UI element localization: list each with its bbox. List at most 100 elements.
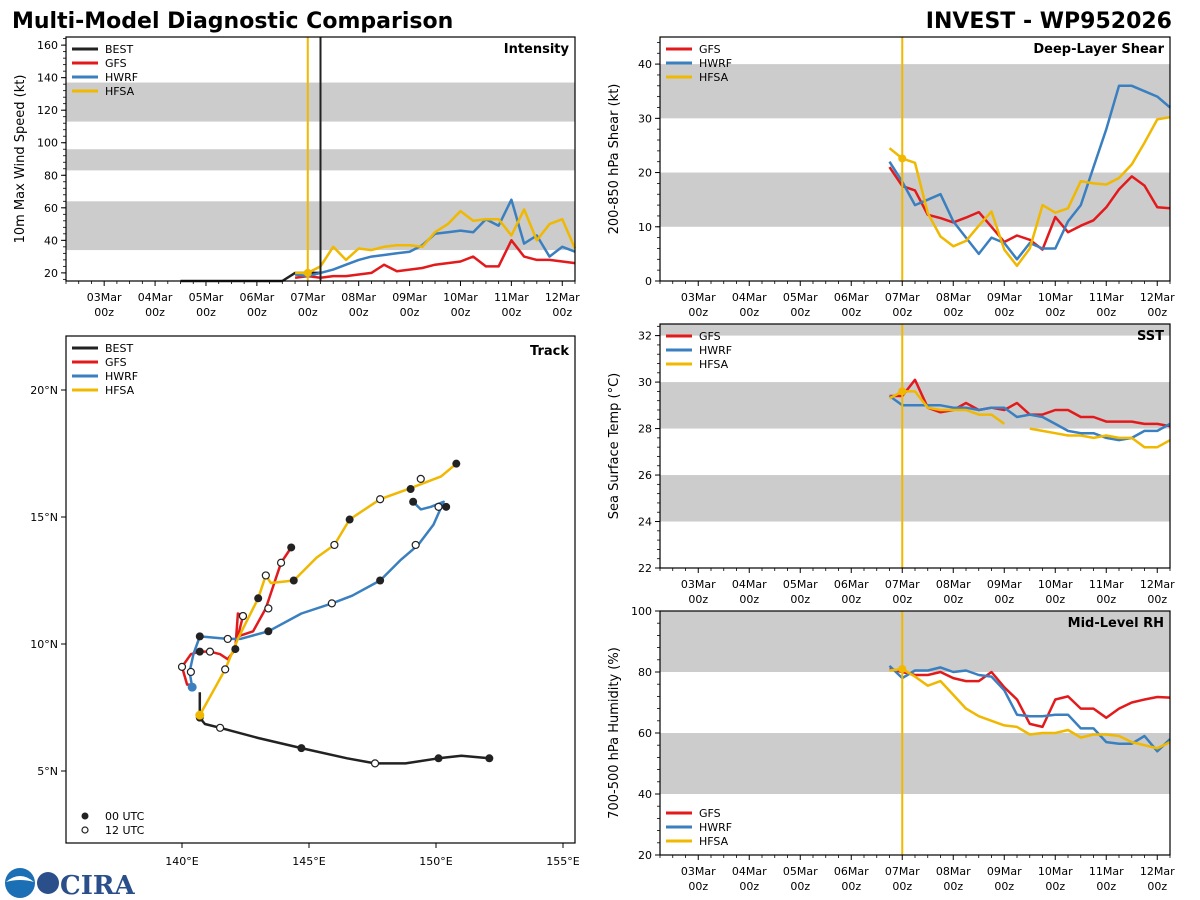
y-tick-label: 0	[645, 275, 652, 288]
y-tick-label: 20	[638, 167, 652, 180]
x-tick-label: 00z	[739, 306, 759, 319]
track-marker-00utc	[231, 645, 240, 654]
x-tick-label: 00z	[1147, 306, 1167, 319]
lon-tick-label: 140°E	[165, 855, 198, 868]
x-tick-label: 11Mar	[1089, 578, 1124, 591]
series-line-hwrf	[888, 394, 1171, 442]
track-marker-12utc	[261, 571, 270, 580]
x-tick-label: 03Mar	[681, 578, 716, 591]
track-line-hfsa	[198, 462, 458, 716]
x-tick-label: 00z	[552, 306, 572, 319]
globe-icon	[37, 872, 59, 894]
y-axis-label: 700-500 hPa Humidity (%)	[607, 647, 622, 819]
legend-label-gfs: GFS	[105, 356, 127, 369]
x-tick-label: 05Mar	[783, 291, 818, 304]
series-line-hwrf	[888, 664, 1171, 753]
x-tick-label: 11Mar	[1089, 865, 1124, 878]
legend-label-hwrf: HWRF	[105, 71, 138, 84]
x-tick-label: 06Mar	[239, 291, 274, 304]
track-marker-00utc	[485, 754, 494, 763]
legend-label-hwrf: HWRF	[699, 344, 732, 357]
x-tick-label: 10Mar	[443, 291, 478, 304]
y-tick-label: 80	[638, 666, 652, 679]
x-tick-label: 00z	[400, 306, 420, 319]
axes-frame	[659, 36, 1171, 282]
track-marker-12utc	[223, 634, 232, 644]
track-marker-00utc	[287, 543, 296, 552]
x-tick-label: 08Mar	[936, 865, 971, 878]
track-marker-00utc	[264, 627, 273, 636]
x-tick-label: 00z	[841, 593, 861, 606]
x-tick-label: 00z	[451, 306, 471, 319]
y-tick-label: 140	[37, 72, 58, 85]
track-marker-12utc	[205, 647, 215, 656]
y-tick-label: 40	[638, 788, 652, 801]
init-marker	[898, 154, 907, 163]
x-tick-label: 11Mar	[494, 291, 529, 304]
x-tick-label: 05Mar	[189, 291, 224, 304]
y-tick-label: 60	[44, 202, 58, 215]
track-marker-12utc	[186, 667, 195, 677]
panel-title: Mid-Level RH	[1068, 616, 1164, 631]
x-tick-label: 04Mar	[732, 578, 767, 591]
track-marker-00utc	[297, 744, 306, 753]
lat-tick-label: 5°N	[37, 765, 58, 778]
legend-label-hwrf: HWRF	[699, 57, 732, 70]
x-tick-label: 00z	[94, 306, 114, 319]
legend-label-utc: 12 UTC	[105, 824, 145, 837]
legend-label-hfsa: HFSA	[699, 71, 729, 84]
panel-title: Track	[530, 344, 569, 359]
series-line-hfsa	[888, 390, 1006, 425]
x-tick-label: 10Mar	[1038, 578, 1073, 591]
track-marker-00utc	[254, 594, 263, 603]
x-tick-label: 00z	[943, 306, 963, 319]
storm-id: INVEST - WP952026	[926, 9, 1172, 34]
track-marker-12utc	[216, 723, 225, 732]
legend-label-hfsa: HFSA	[699, 358, 729, 371]
legend-label-hfsa: HFSA	[105, 85, 135, 98]
y-tick-label: 24	[638, 516, 652, 529]
x-tick-label: 12Mar	[1140, 291, 1175, 304]
series-line-gfs	[889, 667, 1171, 729]
x-tick-label: 07Mar	[885, 578, 920, 591]
x-tick-label: 09Mar	[987, 578, 1022, 591]
x-tick-label: 00z	[688, 880, 708, 893]
x-tick-label: 00z	[1045, 306, 1065, 319]
series-line-hfsa	[889, 667, 1171, 750]
track-marker-00utc	[409, 497, 418, 506]
y-tick-label: 32	[638, 330, 652, 343]
y-tick-label: 40	[638, 58, 652, 71]
y-axis-label: 200-850 hPa Shear (kt)	[607, 84, 622, 235]
legend-label-best: BEST	[105, 342, 133, 355]
legend-marker-12utc	[81, 826, 89, 834]
x-tick-label: 12Mar	[545, 291, 580, 304]
x-tick-label: 10Mar	[1038, 291, 1073, 304]
shaded-band	[660, 64, 1170, 119]
track-marker-12utc	[238, 611, 248, 621]
x-tick-label: 12Mar	[1140, 578, 1175, 591]
x-tick-label: 07Mar	[885, 865, 920, 878]
x-tick-label: 00z	[892, 880, 912, 893]
track-marker-00utc	[376, 576, 385, 585]
lon-tick-label: 145°E	[292, 855, 325, 868]
x-tick-label: 00z	[790, 593, 810, 606]
shaded-band	[660, 611, 1170, 672]
intensity-panel: 20 40 60 80 100 120 140 160 03Mar 00z 04Mar 00z 05Ma…	[13, 36, 580, 319]
x-tick-label: 00z	[196, 306, 216, 319]
track-start-hfsa	[195, 710, 205, 720]
y-tick-label: 26	[638, 469, 652, 482]
y-tick-label: 160	[37, 39, 58, 52]
track-line-gfs	[180, 546, 293, 686]
x-tick-label: 00z	[1096, 880, 1116, 893]
sst-panel: 22 24 26 28 30 32 03Mar 00z 04Mar 00z 05Mar 00z 06Ma…	[607, 323, 1175, 606]
track-marker-00utc	[195, 632, 204, 641]
track-marker-12utc	[370, 759, 380, 768]
x-tick-label: 00z	[1147, 880, 1167, 893]
init-marker	[898, 387, 907, 396]
axes-frame	[659, 610, 1171, 856]
legend-label-utc: 00 UTC	[105, 810, 145, 823]
axes-frame	[65, 36, 576, 282]
y-tick-label: 22	[638, 562, 652, 575]
track-marker-00utc	[345, 515, 354, 524]
